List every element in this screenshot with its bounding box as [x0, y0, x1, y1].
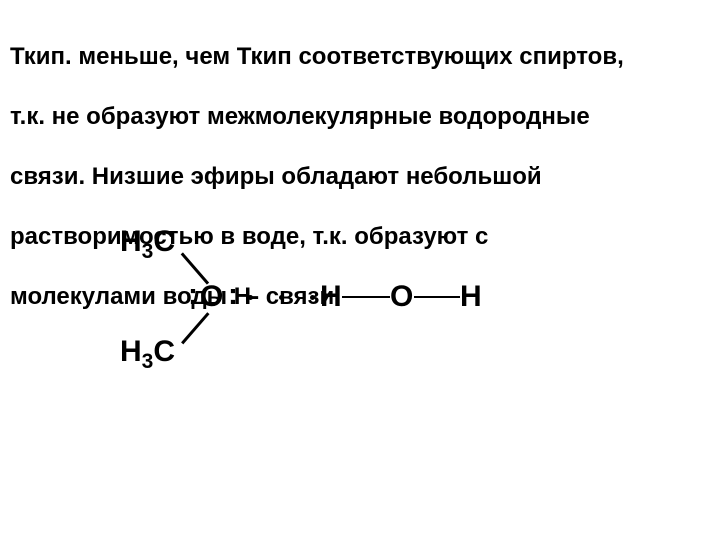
hbond-dot — [310, 295, 315, 300]
bond — [342, 296, 390, 299]
paragraph-line-0: Ткип. меньше, чем Ткип соответствующих с… — [10, 43, 624, 70]
atom-h-water2: H — [460, 280, 482, 314]
lone-pair: : — [188, 280, 198, 310]
hbond-dot — [248, 295, 253, 300]
atom-h-water1: H — [320, 280, 342, 314]
hydrogen-bond-diagram: H3C H3C O H O H :: — [90, 225, 570, 425]
atom-o-water: O — [390, 280, 413, 314]
bond — [181, 312, 209, 344]
lone-pair: : — [228, 280, 238, 310]
atom-o-ether: O — [200, 280, 223, 314]
hbond-dot — [279, 295, 284, 300]
atom-ch3-bot: H3C — [120, 335, 175, 369]
paragraph-line-2: связи. Низшие эфиры обладают небольшой — [10, 163, 542, 190]
atom-ch3-top: H3C — [120, 225, 175, 259]
bond — [414, 296, 460, 299]
paragraph-line-1: т.к. не образуют межмолекулярные водород… — [10, 103, 590, 130]
